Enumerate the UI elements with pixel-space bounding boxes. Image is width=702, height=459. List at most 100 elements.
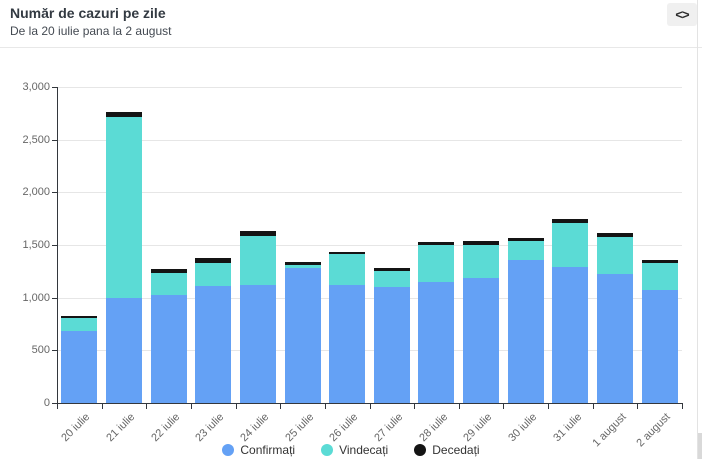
bar-segment-confirmati[interactable] <box>597 273 634 403</box>
bar-segment-vindecati[interactable] <box>329 254 366 285</box>
bar-segment-decedati[interactable] <box>507 237 544 242</box>
x-axis-category-label: 29 iulie <box>461 411 495 445</box>
bar-segment-vindecati[interactable] <box>597 237 634 274</box>
x-axis-category-label: 31 iulie <box>550 411 584 445</box>
bar-segment-confirmati[interactable] <box>239 285 276 403</box>
x-axis-tick <box>57 403 58 409</box>
bar-segment-decedati[interactable] <box>150 268 187 274</box>
legend-item-decedati[interactable]: Decedați <box>414 443 480 457</box>
card-right-border <box>697 0 698 459</box>
bar-segment-decedati[interactable] <box>239 231 276 236</box>
legend-dot-decedati <box>414 444 427 456</box>
y-gridline <box>57 350 682 352</box>
x-axis-tick <box>682 403 683 409</box>
x-axis-tick <box>146 403 148 409</box>
bar-segment-vindecati[interactable] <box>507 241 544 261</box>
x-axis-tick <box>235 403 237 409</box>
y-axis-tick-label: 3,000 <box>22 81 50 93</box>
x-axis-tick <box>280 403 282 409</box>
bar-segment-vindecati[interactable] <box>195 262 232 286</box>
y-axis-tick <box>52 87 57 88</box>
page-background-corner <box>698 433 702 459</box>
legend-item-vindecati[interactable]: Vindecați <box>321 443 388 457</box>
bar-segment-vindecati[interactable] <box>418 245 455 282</box>
y-axis-tick-label: 2,000 <box>22 186 50 199</box>
bar-segment-vindecati[interactable] <box>463 245 500 279</box>
bar-segment-decedati[interactable] <box>105 111 142 117</box>
bar-segment-confirmati[interactable] <box>463 278 500 403</box>
y-gridline <box>57 297 682 299</box>
x-axis-tick <box>324 403 326 409</box>
y-axis-tick <box>52 350 57 352</box>
y-gridline <box>57 87 682 88</box>
legend-label: Confirmați <box>240 443 296 457</box>
bar-segment-decedati[interactable] <box>284 261 321 265</box>
bar-segment-vindecati[interactable] <box>373 270 410 287</box>
y-axis-tick <box>52 139 57 141</box>
bar-segment-decedati[interactable] <box>418 242 455 246</box>
chart-subtitle: De la 20 iulie pana la 2 august <box>10 24 172 38</box>
x-axis-tick <box>503 403 505 409</box>
header-divider <box>0 47 702 48</box>
y-axis-line <box>57 87 58 403</box>
bar-segment-decedati[interactable] <box>373 268 410 271</box>
x-axis-category-label: 23 iulie <box>193 411 227 445</box>
chart-legend: Confirmați Vindecați Decedați <box>0 443 702 457</box>
x-axis-tick <box>592 403 594 409</box>
bar-segment-confirmati[interactable] <box>373 286 410 403</box>
bar-segment-vindecati[interactable] <box>284 264 321 268</box>
bar-segment-decedati[interactable] <box>61 315 98 319</box>
y-axis-tick <box>52 297 57 299</box>
bar-segment-vindecati[interactable] <box>239 235 276 286</box>
x-axis-category-label: 26 iulie <box>327 411 361 445</box>
bar-segment-vindecati[interactable] <box>552 223 589 267</box>
x-axis-category-label: 27 iulie <box>372 411 406 445</box>
x-axis-category-label: 24 iulie <box>238 411 272 445</box>
y-gridline <box>57 192 682 194</box>
legend-label: Vindecați <box>339 443 389 457</box>
y-axis-tick-label: 1,500 <box>22 239 50 251</box>
bar-segment-vindecati[interactable] <box>641 262 678 290</box>
bar-segment-decedati[interactable] <box>463 241 500 246</box>
x-axis-tick <box>458 403 460 409</box>
bar-segment-decedati[interactable] <box>597 233 634 238</box>
y-axis-tick-label: 2,500 <box>22 133 50 146</box>
bar-segment-decedati[interactable] <box>641 259 678 263</box>
bar-segment-confirmati[interactable] <box>150 294 187 403</box>
embed-code-button[interactable]: <> <box>667 3 697 26</box>
bar-segment-vindecati[interactable] <box>150 273 187 295</box>
bar-segment-vindecati[interactable] <box>105 116 142 299</box>
bar-segment-confirmati[interactable] <box>195 285 232 403</box>
x-axis-category-label: 20 iulie <box>59 411 93 445</box>
bar-segment-decedati[interactable] <box>195 258 232 263</box>
legend-dot-vindecati <box>321 444 334 456</box>
bar-segment-decedati[interactable] <box>552 219 589 224</box>
bar-segment-confirmati[interactable] <box>641 289 678 403</box>
x-axis-tick <box>190 403 192 409</box>
legend-dot-confirmati <box>222 444 235 456</box>
y-axis-tick-label: 0 <box>43 397 50 409</box>
y-gridline <box>57 245 682 246</box>
x-axis-category-label: 25 iulie <box>282 411 317 445</box>
y-axis-tick <box>52 403 57 404</box>
bar-segment-confirmati[interactable] <box>284 267 321 403</box>
bar-segment-confirmati[interactable] <box>507 260 544 403</box>
y-axis-tick <box>52 192 57 194</box>
bar-segment-decedati[interactable] <box>329 252 366 255</box>
x-axis-category-label: 22 iulie <box>148 411 183 445</box>
code-icon: <> <box>675 7 689 22</box>
x-axis-tick <box>369 403 371 409</box>
bar-segment-confirmati[interactable] <box>552 266 589 403</box>
bar-segment-confirmati[interactable] <box>105 298 142 403</box>
y-axis-tick <box>52 245 57 246</box>
legend-item-confirmati[interactable]: Confirmați <box>222 443 295 457</box>
bar-segment-confirmati[interactable] <box>61 331 98 403</box>
x-axis-category-label: 30 iulie <box>506 411 540 445</box>
y-axis-tick-label: 1,000 <box>22 291 50 304</box>
bar-segment-confirmati[interactable] <box>329 285 366 403</box>
bar-segment-confirmati[interactable] <box>418 281 455 403</box>
bar-segment-vindecati[interactable] <box>61 318 98 332</box>
y-gridline <box>57 139 682 141</box>
legend-label: Decedați <box>432 443 480 457</box>
